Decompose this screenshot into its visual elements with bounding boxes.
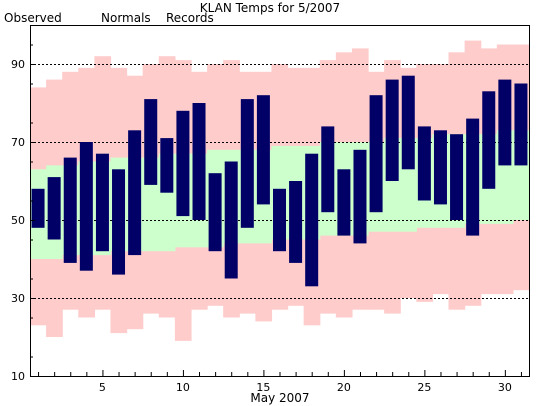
observed-bar-day-12 [208, 173, 222, 252]
observed-bar-day-25 [417, 126, 431, 201]
y-tick-label-70: 70 [11, 136, 25, 149]
observed-bar-day-28 [466, 118, 480, 236]
observed-bar-day-3 [63, 157, 77, 263]
observed-bar-day-20 [337, 169, 351, 236]
x-axis-label: May 2007 [250, 391, 309, 405]
observed-bar-day-24 [401, 75, 415, 170]
observed-bar-day-15 [256, 95, 270, 205]
observed-bar-day-31 [514, 83, 528, 166]
observed-bar-day-29 [482, 91, 496, 189]
y-tick-label-10: 10 [11, 370, 25, 383]
observed-bar-day-6 [112, 169, 126, 275]
observed-bar-day-1 [31, 188, 45, 228]
x-tick-label-25: 25 [417, 381, 431, 394]
axis-ticks: 10 30 50 70 90 5 10 15 20 25 30 [11, 44, 522, 394]
observed-bar-day-18 [305, 153, 319, 287]
observed-bar-day-9 [160, 138, 174, 193]
observed-bar-day-10 [176, 110, 190, 217]
observed-bar-day-11 [192, 103, 206, 220]
y-tick-label-90: 90 [11, 58, 25, 71]
y-tick-label-50: 50 [11, 214, 25, 227]
observed-bar-day-21 [353, 149, 367, 244]
x-tick-label-30: 30 [498, 381, 512, 394]
observed-bar-day-23 [385, 79, 399, 181]
y-tick-label-30: 30 [11, 292, 25, 305]
observed-bar-day-16 [273, 188, 286, 252]
observed-bar-day-13 [224, 161, 238, 279]
legend-records: Records [166, 11, 214, 25]
observed-bar-day-27 [450, 134, 464, 220]
observed-bar-day-7 [128, 130, 142, 256]
x-tick-label-10: 10 [176, 381, 190, 394]
observed-bar-day-2 [47, 177, 61, 240]
x-tick-label-20: 20 [337, 381, 351, 394]
legend-normals: Normals [101, 11, 151, 25]
chart-title: KLAN Temps for 5/2007 [200, 1, 340, 15]
observed-bar-day-26 [433, 130, 447, 205]
observed-bar-day-19 [321, 126, 335, 213]
observed-bar-day-4 [79, 142, 93, 271]
x-tick-label-5: 5 [99, 381, 106, 394]
observed-bars [31, 75, 528, 287]
observed-bar-day-14 [240, 99, 254, 228]
observed-bar-day-5 [95, 153, 109, 252]
observed-bar-day-22 [369, 95, 383, 213]
x-tick-label-15: 15 [256, 381, 270, 394]
legend: Observed Normals Records [4, 11, 214, 25]
observed-bar-day-30 [498, 79, 512, 166]
observed-bar-day-17 [289, 181, 303, 263]
observed-bar-day-8 [144, 99, 158, 185]
legend-observed: Observed [4, 11, 62, 25]
